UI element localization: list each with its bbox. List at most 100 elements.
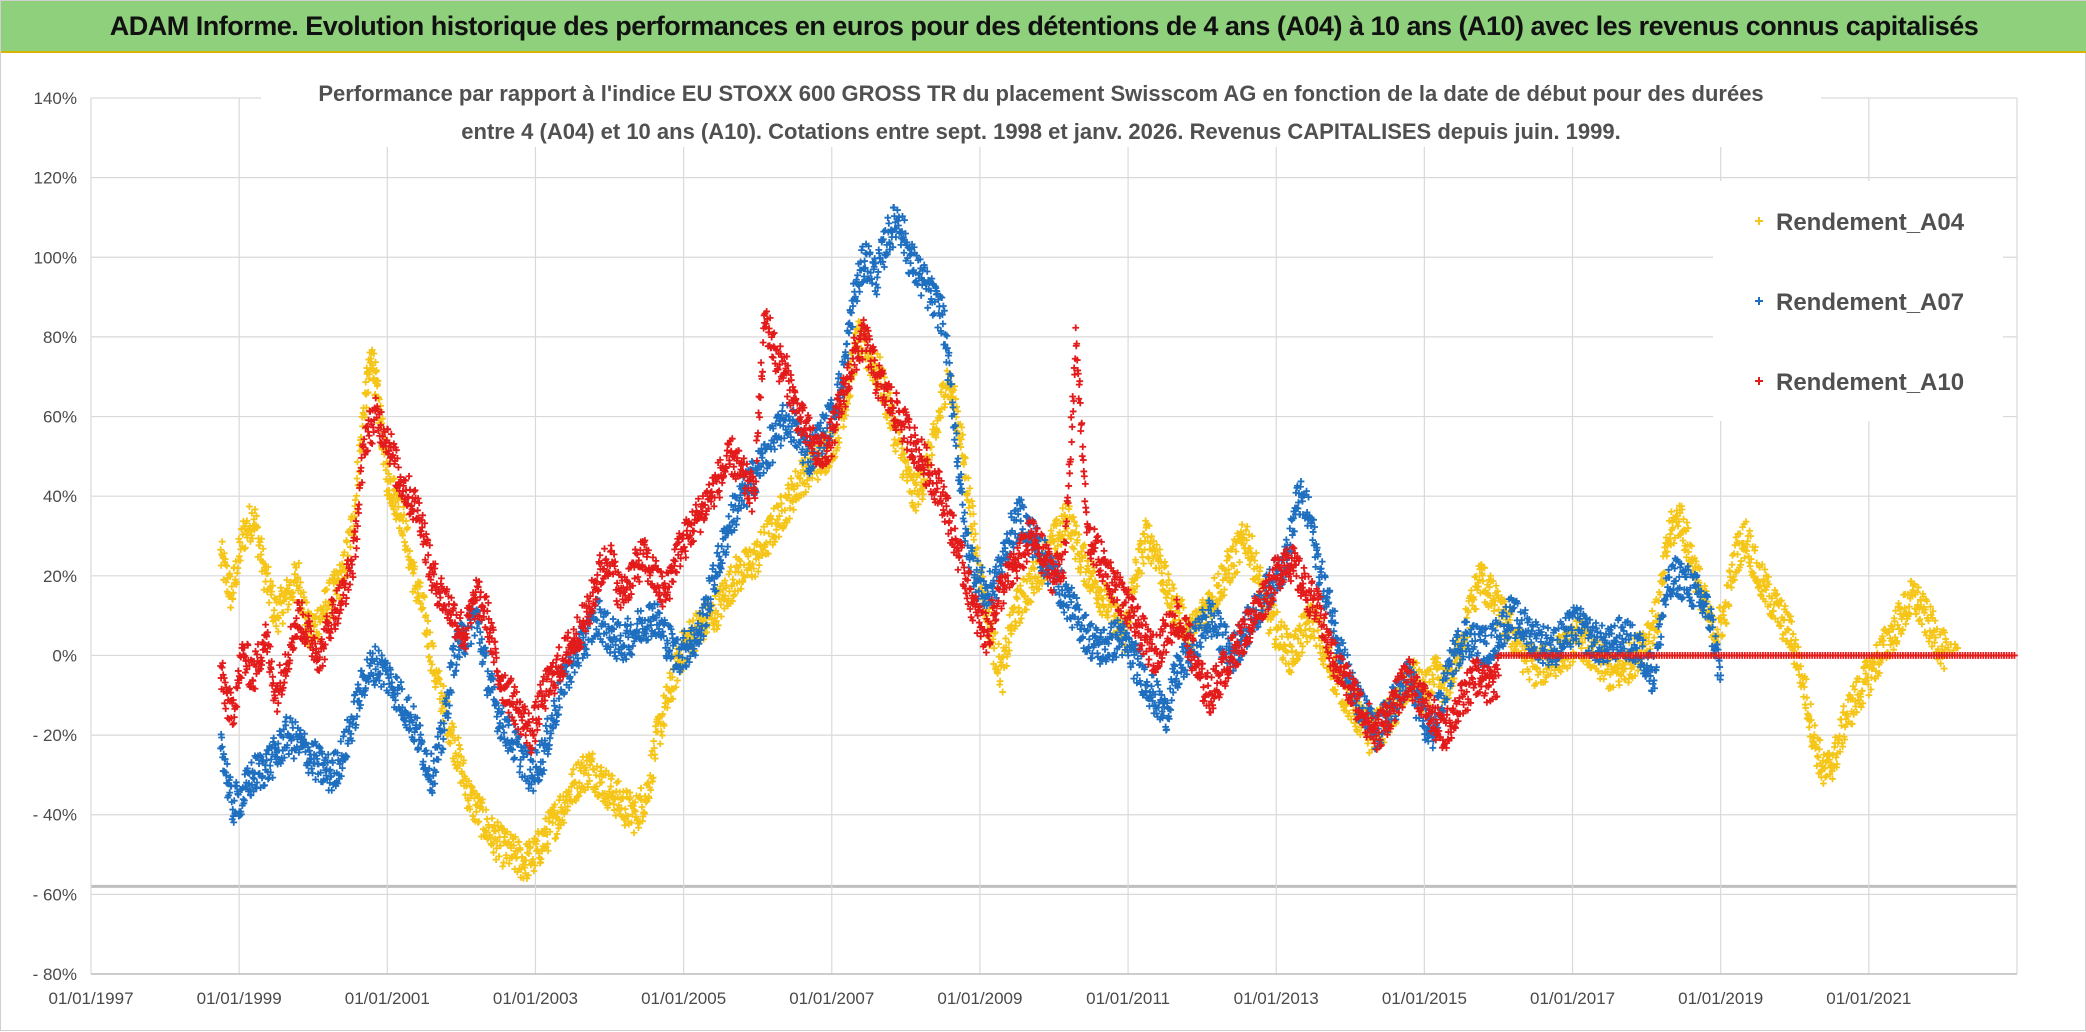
data-point <box>622 806 629 813</box>
data-point <box>1289 648 1296 655</box>
data-point <box>1790 631 1797 638</box>
data-point <box>1792 636 1799 643</box>
data-point <box>918 292 925 299</box>
data-point <box>1814 753 1821 760</box>
data-point <box>426 654 433 661</box>
data-point <box>410 703 417 710</box>
data-point <box>219 538 226 545</box>
data-point <box>267 762 274 769</box>
data-point <box>1941 665 1948 672</box>
data-point <box>779 408 786 415</box>
data-point <box>674 677 681 684</box>
data-point <box>1272 636 1279 643</box>
data-point <box>788 475 795 482</box>
data-point <box>1734 551 1741 558</box>
data-point <box>354 459 361 466</box>
data-point <box>1838 722 1845 729</box>
data-point <box>856 288 863 295</box>
data-point <box>756 562 763 569</box>
data-point <box>353 492 360 499</box>
data-point <box>1729 561 1736 568</box>
data-point <box>777 442 784 449</box>
data-point <box>1140 560 1147 567</box>
data-point <box>1684 519 1691 526</box>
data-point <box>959 501 966 508</box>
data-point <box>457 746 464 753</box>
data-point <box>635 824 642 831</box>
data-point <box>940 303 947 310</box>
data-point <box>1649 608 1656 615</box>
data-point <box>844 340 851 347</box>
data-point <box>347 544 354 551</box>
data-point <box>892 448 899 455</box>
data-point <box>1253 550 1260 557</box>
data-point <box>362 379 369 386</box>
data-point <box>761 529 768 536</box>
data-point <box>995 641 1002 648</box>
data-point <box>1668 508 1675 515</box>
data-point <box>728 564 735 571</box>
data-point <box>279 620 286 627</box>
data-point <box>571 669 578 676</box>
data-point <box>1840 703 1847 710</box>
title-banner: ADAM Informe. Evolution historique des p… <box>1 1 2086 53</box>
data-point <box>266 599 273 606</box>
data-point <box>1236 559 1243 566</box>
data-point <box>235 535 242 542</box>
data-point <box>1246 561 1253 568</box>
data-point <box>657 740 664 747</box>
data-point <box>828 397 835 404</box>
data-point <box>1165 571 1172 578</box>
data-point <box>471 632 478 639</box>
data-point <box>352 497 359 504</box>
data-point <box>954 463 961 470</box>
data-point <box>1820 780 1827 787</box>
data-point <box>354 475 361 482</box>
data-point <box>217 546 224 553</box>
data-point <box>598 764 605 771</box>
data-point <box>885 220 892 227</box>
data-point <box>401 539 408 546</box>
data-point <box>271 607 278 614</box>
data-point <box>418 606 425 613</box>
data-point <box>1141 530 1148 537</box>
data-point <box>725 513 732 520</box>
data-point <box>901 249 908 256</box>
data-point <box>236 553 243 560</box>
data-point <box>652 755 659 762</box>
data-point <box>1616 682 1623 689</box>
data-point <box>309 770 316 777</box>
data-point <box>950 404 957 411</box>
data-point <box>1782 603 1789 610</box>
data-point <box>939 320 946 327</box>
data-point <box>621 822 628 829</box>
data-point <box>531 868 538 875</box>
data-point <box>627 621 634 628</box>
data-point <box>631 829 638 836</box>
data-point <box>686 618 693 625</box>
data-point <box>840 423 847 430</box>
data-point <box>234 565 241 572</box>
data-point <box>277 584 284 591</box>
data-point <box>372 643 379 650</box>
data-point <box>1807 701 1814 708</box>
data-point <box>283 714 290 721</box>
data-point <box>861 258 868 265</box>
data-point <box>248 759 255 766</box>
data-point <box>730 576 737 583</box>
data-point <box>904 477 911 484</box>
data-point <box>1314 627 1321 634</box>
data-point <box>327 766 334 773</box>
data-point <box>999 689 1006 696</box>
data-point <box>997 678 1004 685</box>
data-point <box>290 755 297 762</box>
chart-area: 140%120%100%80%60%40%20%0%- 20%- 40%- 60… <box>1 53 2086 1032</box>
data-point <box>658 728 665 735</box>
page-title: ADAM Informe. Evolution historique des p… <box>110 11 1979 42</box>
data-point <box>1802 705 1809 712</box>
data-point <box>893 234 900 241</box>
data-point <box>961 509 968 516</box>
data-point <box>951 436 958 443</box>
data-point <box>624 615 631 622</box>
